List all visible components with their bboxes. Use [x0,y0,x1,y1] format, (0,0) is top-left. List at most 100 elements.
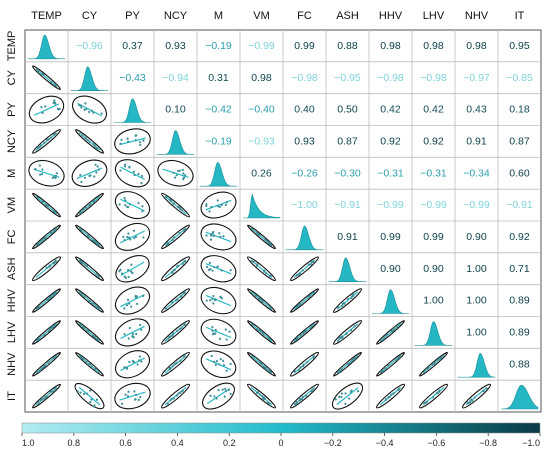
scatter-point [222,235,225,238]
scatter-point [134,393,138,397]
correlation-coefficient: −1.00 [291,199,318,211]
scatter-point [38,164,42,167]
scatter-ellipse-cell [161,224,190,250]
scatter-ellipse-cell [247,383,276,409]
scatter-point [41,366,44,369]
scatter-point [83,108,86,111]
scatter-point [383,337,386,340]
scatter-point [83,327,86,330]
scatter-point [92,200,95,203]
scatter-point [225,201,228,204]
scatter-point [214,332,217,335]
scatter-point [124,204,127,207]
scatter-point [310,390,313,393]
scatter-point [229,392,232,395]
scatter-point [52,133,55,136]
scatter-point [79,211,82,214]
scatter-point [47,361,50,364]
scatter-point [350,389,353,392]
scatter-point [135,332,138,336]
scatter-point [97,275,100,278]
scatter-point [84,206,88,209]
correlation-coefficient: −0.19 [205,40,232,52]
confidence-ellipse [31,256,62,282]
scatter-point [54,174,57,177]
scatter-point [52,176,55,179]
scatter-point [165,195,168,198]
scatter-point [122,235,125,239]
scatter-point [262,397,265,400]
scatter-point [341,335,344,338]
scatter-point [257,329,260,332]
scatter-point [44,105,47,108]
scatter-ellipse-cell [75,352,104,377]
scatter-point [258,361,262,364]
scatter-point [436,358,439,362]
column-label: NCY [164,10,188,22]
scatter-point [173,176,177,179]
scatter-point [264,272,268,275]
scatter-point [179,359,182,363]
scatter-point [81,134,84,137]
scatter-point [176,264,180,267]
confidence-ellipse [32,192,61,218]
scatter-point [88,110,91,114]
correlation-coefficient: 0.98 [466,40,487,52]
scatter-point [307,263,310,266]
scatter-point [257,296,261,299]
scatter-point [180,209,183,212]
scatter-point [184,174,187,177]
scatter-ellipse-cell [114,222,151,251]
scatter-point [42,397,45,400]
scatter-point [268,275,271,278]
scatter-point [166,241,169,245]
scatter-point [340,392,344,395]
scatter-point [79,173,82,177]
correlation-coefficient: 0.87 [337,135,358,147]
correlation-coefficient: 0.18 [509,104,530,116]
scatter-ellipse-cell [32,224,61,250]
scatter-point [129,270,133,273]
scatter-point [100,112,103,115]
scatter-point [225,369,228,372]
scatter-point [139,396,142,399]
scatter-point [392,392,395,395]
correlation-coefficient: −0.91 [334,199,361,211]
scatter-point [255,231,258,234]
scatter-point [259,330,262,333]
scatter-point [181,262,184,265]
correlation-coefficient: −0.95 [334,72,361,84]
confidence-ellipse [161,224,190,250]
scatter-point [337,306,340,309]
scatter-point [131,359,134,363]
scatter-point [125,304,129,307]
scatter-point [53,210,56,213]
scatter-ellipse-cell [333,320,362,345]
confidence-ellipse [247,320,276,345]
confidence-ellipse [160,256,191,282]
scatter-point [183,323,186,326]
scatter-point [170,397,173,400]
scatter-ellipse-cell [71,159,108,187]
scatter-point [304,394,308,397]
scatter-point [123,165,127,168]
scatter-point [356,390,359,393]
scatter-point [85,108,88,111]
confidence-ellipse [333,288,362,313]
correlation-coefficient: 0.60 [509,167,530,179]
scatter-ellipse-cell [376,320,405,345]
scatter-point [309,263,312,266]
scatter-point [299,366,302,369]
scatter-point [224,390,228,393]
scatter-point [87,235,90,238]
scatter-point [120,138,123,141]
scatter-point [179,295,183,298]
scatter-point [92,111,95,114]
scatter-point [171,364,174,367]
density-curve [414,321,453,346]
scatter-point [347,397,351,400]
scatter-point [93,336,97,339]
confidence-ellipse [28,95,65,124]
scatter-point [254,294,257,297]
scatter-point [311,388,314,391]
